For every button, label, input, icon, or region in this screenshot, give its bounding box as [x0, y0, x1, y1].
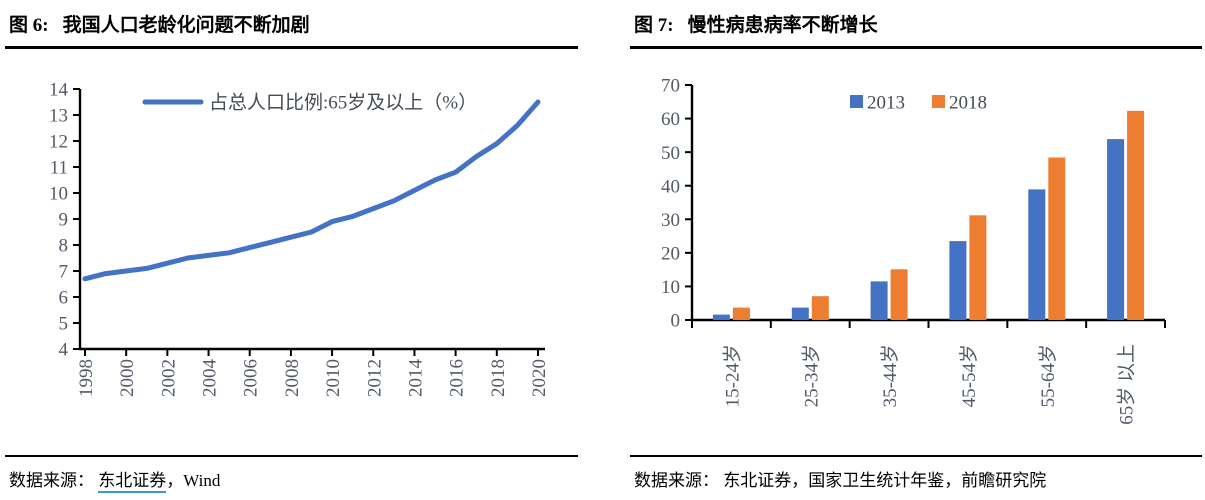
axis-frame: [690, 85, 1165, 322]
figure-6-panel: 图 6: 我国人口老龄化问题不断加剧 4 5 6 7 8 9 10 11 12 13 14 1998 20…: [5, 8, 578, 493]
legend-label-2013: 2013: [867, 93, 905, 114]
y-tick-label: 9: [59, 210, 69, 231]
legend-swatch-2013: [850, 95, 863, 108]
figure-6-label: 图 6:: [9, 15, 49, 36]
chronic-disease-bar-chart: 0 10 20 30 40 50 60 70 15-24岁 25-34岁 35-44岁 45-54岁 5…: [661, 76, 1166, 425]
y-tick-label: 50: [661, 143, 680, 164]
figure-7-source-prefix: 数据来源：: [634, 471, 719, 490]
x-tick-label: 2000: [117, 359, 138, 397]
bar-2018: [1127, 110, 1145, 320]
category-label: 15-24岁: [721, 344, 743, 407]
population-line-series: [82, 99, 541, 282]
y-tick-label: 14: [49, 80, 69, 101]
figure-7-label: 图 7:: [634, 15, 674, 36]
y-tick-label: 12: [49, 132, 68, 153]
bar-2013: [712, 314, 730, 320]
y-tick-label: 8: [59, 236, 69, 257]
bar-2013: [791, 307, 809, 320]
figure-6-source-suffix: ，Wind: [166, 471, 221, 490]
bar-2013: [949, 241, 967, 320]
y-tick-label: 10: [661, 277, 680, 298]
category-label: 65岁 以上: [1116, 344, 1138, 425]
bar-2013: [1028, 189, 1046, 320]
bar-2018: [1048, 157, 1066, 320]
x-tick-label: 2006: [241, 359, 262, 397]
legend-label-2018: 2018: [949, 93, 987, 114]
x-tick-label: 2018: [488, 359, 509, 397]
figure-6-source-prefix: 数据来源：: [9, 471, 94, 490]
bar-2018: [732, 307, 750, 320]
figure-6-title: 图 6: 我国人口老龄化问题不断加剧: [5, 8, 578, 49]
legend-swatch-2018: [932, 95, 945, 108]
x-tick-label: 2008: [282, 359, 303, 397]
bar-2013: [870, 281, 888, 320]
bar-2018: [969, 215, 987, 320]
x-tick-label: 1998: [76, 359, 97, 397]
x-tick-label: 2014: [405, 359, 426, 398]
y-tick-label: 7: [59, 262, 69, 283]
x-tick-label: 2012: [364, 359, 385, 397]
category-label: 35-44岁: [879, 344, 901, 407]
x-tick-label: 2002: [158, 359, 179, 397]
y-tick-label: 11: [50, 158, 68, 179]
figure-7-title: 图 7: 慢性病患病率不断增长: [630, 8, 1202, 49]
x-tick-label: 2020: [529, 359, 550, 397]
y-tick-label: 4: [59, 340, 69, 361]
figure-7-source-text: 东北证券，国家卫生统计年鉴，前瞻研究院: [723, 471, 1047, 490]
bar-2013: [1107, 139, 1125, 320]
figure-7-panel: 图 7: 慢性病患病率不断增长 0 10 20 30 40 50 60 70 15-24岁 25-3…: [630, 8, 1202, 491]
y-tick-label: 60: [661, 109, 680, 130]
axis-frame: [78, 89, 545, 351]
y-tick-label: 40: [661, 176, 680, 197]
x-tick-label: 2004: [200, 359, 221, 398]
bar-2018: [811, 296, 829, 320]
y-tick-label: 30: [661, 210, 680, 231]
y-tick-label: 70: [661, 76, 680, 97]
figure-7-title-text: 慢性病患病率不断增长: [687, 15, 878, 36]
y-tick-label: 13: [49, 106, 68, 127]
bar-2018: [890, 269, 908, 320]
legend-label: 占总人口比例:65岁及以上（%）: [209, 92, 477, 114]
category-label: 45-54岁: [958, 344, 980, 407]
x-tick-label: 2016: [447, 359, 468, 397]
category-label: 25-34岁: [800, 344, 822, 407]
y-tick-label: 10: [49, 184, 68, 205]
y-tick-label: 20: [661, 244, 680, 265]
figure-7-source: 数据来源： 东北证券，国家卫生统计年鉴，前瞻研究院: [630, 455, 1202, 491]
figure-6-title-text: 我国人口老龄化问题不断加剧: [62, 15, 310, 36]
x-tick-label: 2010: [323, 359, 344, 397]
category-label: 55-64岁: [1037, 344, 1059, 407]
y-tick-label: 6: [59, 288, 69, 309]
aging-line-chart: 4 5 6 7 8 9 10 11 12 13 14 1998 2000 2002 2004 2006 2008…: [49, 80, 550, 398]
y-tick-label: 0: [671, 311, 681, 332]
figure-6-source: 数据来源： 东北证券，Wind: [5, 455, 578, 493]
y-tick-label: 5: [59, 314, 69, 335]
figure-6-source-link[interactable]: 东北证券: [98, 471, 167, 493]
